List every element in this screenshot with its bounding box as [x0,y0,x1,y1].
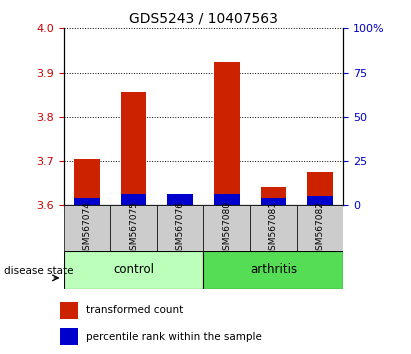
Bar [214,194,240,205]
Text: GSM567081: GSM567081 [269,201,278,256]
Text: disease state: disease state [4,266,74,276]
Bar [74,159,100,205]
Bar [203,251,343,289]
Bar [307,172,333,205]
Bar [121,92,146,205]
Bar [167,204,193,205]
Bar [203,205,250,251]
Text: GSM567076: GSM567076 [175,201,185,256]
Text: GSM567075: GSM567075 [129,201,138,256]
Text: percentile rank within the sample: percentile rank within the sample [86,332,262,342]
Bar [214,62,240,205]
Text: transformed count: transformed count [86,305,184,315]
Bar [64,251,203,289]
Bar [64,205,110,251]
Bar [307,196,333,205]
Bar [121,194,146,205]
Bar [261,198,286,205]
Text: arthritis: arthritis [250,263,297,276]
Text: control: control [113,263,154,276]
Text: GSM567080: GSM567080 [222,201,231,256]
Bar [60,302,78,319]
Bar [74,198,100,205]
Text: GSM567082: GSM567082 [315,201,324,256]
Text: GSM567074: GSM567074 [83,201,92,256]
Bar [261,187,286,205]
Bar [167,194,193,205]
Bar [297,205,343,251]
Bar [60,328,78,345]
Bar [157,205,203,251]
Title: GDS5243 / 10407563: GDS5243 / 10407563 [129,12,278,26]
Bar [250,205,297,251]
Bar [110,205,157,251]
